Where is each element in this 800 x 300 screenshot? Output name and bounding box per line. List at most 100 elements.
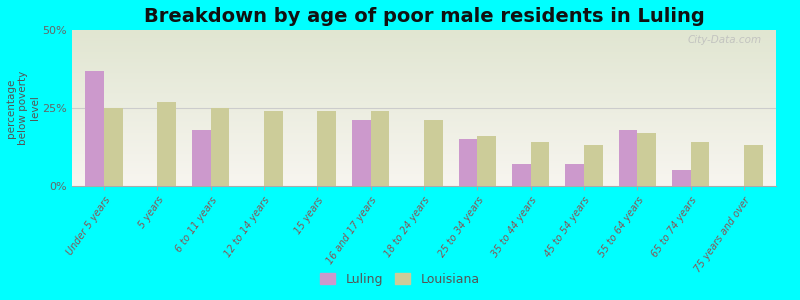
- Bar: [72, 163, 776, 164]
- Bar: [72, 49, 776, 50]
- Bar: [72, 124, 776, 125]
- Bar: [72, 88, 776, 89]
- Bar: [72, 41, 776, 43]
- Bar: [72, 142, 776, 144]
- Bar: [72, 114, 776, 116]
- Bar: [72, 158, 776, 160]
- Bar: [72, 77, 776, 78]
- Bar: [72, 166, 776, 167]
- Text: City-Data.com: City-Data.com: [688, 35, 762, 45]
- Bar: [72, 32, 776, 33]
- Bar: [72, 102, 776, 103]
- Bar: [72, 117, 776, 119]
- Bar: [72, 170, 776, 172]
- Bar: [264, 111, 282, 186]
- Bar: [72, 175, 776, 177]
- Bar: [72, 108, 776, 110]
- Bar: [72, 127, 776, 128]
- Bar: [72, 43, 776, 44]
- Bar: [72, 122, 776, 124]
- Bar: [72, 152, 776, 153]
- Bar: [72, 180, 776, 181]
- Bar: [72, 63, 776, 64]
- Bar: [86, 70, 104, 186]
- Bar: [72, 119, 776, 121]
- Bar: [72, 99, 776, 100]
- Bar: [72, 103, 776, 105]
- Bar: [352, 121, 370, 186]
- Bar: [72, 60, 776, 61]
- Bar: [72, 161, 776, 163]
- Bar: [72, 39, 776, 41]
- Bar: [72, 36, 776, 38]
- Bar: [72, 95, 776, 97]
- Bar: [72, 92, 776, 94]
- Bar: [72, 160, 776, 161]
- Bar: [72, 153, 776, 155]
- Bar: [72, 146, 776, 147]
- Bar: [566, 164, 584, 186]
- Bar: [618, 130, 638, 186]
- Bar: [72, 144, 776, 146]
- Bar: [72, 55, 776, 56]
- Bar: [72, 177, 776, 178]
- Bar: [672, 170, 690, 186]
- Bar: [72, 184, 776, 186]
- Bar: [72, 56, 776, 58]
- Title: Breakdown by age of poor male residents in Luling: Breakdown by age of poor male residents …: [144, 7, 704, 26]
- Bar: [72, 131, 776, 133]
- Bar: [72, 53, 776, 55]
- Bar: [72, 178, 776, 180]
- Bar: [72, 136, 776, 138]
- Bar: [72, 89, 776, 91]
- Bar: [638, 133, 656, 186]
- Bar: [72, 72, 776, 74]
- Bar: [72, 68, 776, 69]
- Bar: [72, 35, 776, 36]
- Bar: [72, 85, 776, 86]
- Bar: [72, 106, 776, 108]
- Bar: [72, 64, 776, 66]
- Bar: [72, 82, 776, 83]
- Bar: [72, 128, 776, 130]
- Bar: [192, 130, 210, 186]
- Bar: [72, 148, 776, 150]
- Bar: [72, 44, 776, 46]
- Bar: [72, 113, 776, 114]
- Bar: [72, 150, 776, 152]
- Bar: [72, 97, 776, 99]
- Bar: [72, 50, 776, 52]
- Bar: [72, 86, 776, 88]
- Bar: [72, 183, 776, 184]
- Bar: [72, 116, 776, 117]
- Bar: [72, 83, 776, 85]
- Bar: [72, 100, 776, 102]
- Bar: [72, 70, 776, 72]
- Bar: [318, 111, 336, 186]
- Bar: [72, 52, 776, 53]
- Bar: [72, 141, 776, 142]
- Bar: [72, 111, 776, 113]
- Bar: [72, 173, 776, 175]
- Bar: [584, 146, 602, 186]
- Bar: [72, 172, 776, 173]
- Bar: [72, 169, 776, 170]
- Bar: [72, 69, 776, 70]
- Bar: [424, 121, 442, 186]
- Bar: [72, 121, 776, 122]
- Bar: [72, 181, 776, 183]
- Bar: [72, 125, 776, 127]
- Bar: [72, 38, 776, 39]
- Bar: [72, 167, 776, 169]
- Legend: Luling, Louisiana: Luling, Louisiana: [315, 268, 485, 291]
- Bar: [478, 136, 496, 186]
- Bar: [72, 46, 776, 47]
- Y-axis label: percentage
below poverty
level: percentage below poverty level: [6, 71, 40, 145]
- Bar: [744, 146, 762, 186]
- Bar: [690, 142, 710, 186]
- Bar: [72, 138, 776, 139]
- Bar: [458, 139, 478, 186]
- Bar: [72, 130, 776, 131]
- Bar: [72, 74, 776, 75]
- Bar: [72, 80, 776, 82]
